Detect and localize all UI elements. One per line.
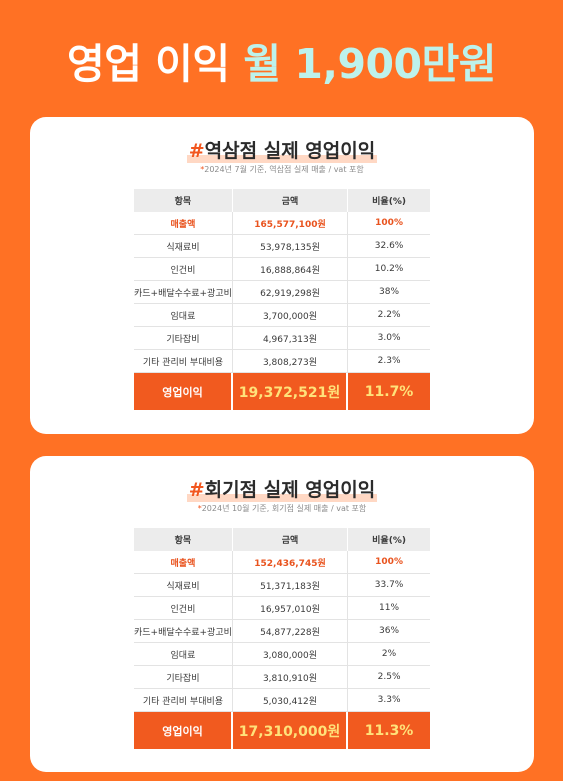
header-amount: 금액 [232,528,349,551]
row-amount: 3,080,000원 [232,643,349,666]
table-row: 식재료비 53,978,135원 32.6% [134,235,430,258]
table-row: 임대료 3,700,000원 2.2% [134,304,430,327]
row-ratio: 2.2% [348,304,430,327]
card-subtitle: *2024년 10월 기준, 회기점 실제 매출 / vat 포함 [30,503,534,514]
row-item: 인건비 [134,597,233,620]
hash-mark: # [188,479,205,501]
card-title-label: 역삼점 실제 영업이익 [204,140,376,162]
header-ratio: 비율(%) [348,528,430,551]
profit-table: 항목 금액 비율(%) 매출액 165,577,100원 100% 식재료비 5… [134,189,430,410]
row-item: 카드+배달수수료+광고비 [134,281,233,304]
row-amount: 5,030,412원 [232,689,349,712]
row-amount: 3,810,910원 [232,666,349,689]
headline-accent: 월 1,900만원 [243,40,497,88]
headline-prefix: 영업 이익 [66,40,230,88]
table-row: 기타 관리비 부대비용 3,808,273원 2.3% [134,350,430,373]
table-row: 매출액 152,436,745원 100% [134,551,430,574]
row-amount: 4,967,313원 [232,327,349,350]
store-card-hoegi: #회기점 실제 영업이익 *2024년 10월 기준, 회기점 실제 매출 / … [30,456,534,772]
total-amount: 19,372,521원 [232,373,349,410]
table-row: 임대료 3,080,000원 2% [134,643,430,666]
profit-table: 항목 금액 비율(%) 매출액 152,436,745원 100% 식재료비 5… [134,528,430,749]
store-card-yeoksam: #역삼점 실제 영업이익 *2024년 7월 기준, 역삼점 실제 매출 / v… [30,117,534,434]
row-amount: 54,877,228원 [232,620,349,643]
total-ratio: 11.7% [348,373,430,410]
row-amount: 16,888,864원 [232,258,349,281]
header-amount: 금액 [232,189,349,212]
card-title: #역삼점 실제 영업이익 [30,136,534,163]
table-row: 인건비 16,957,010원 11% [134,597,430,620]
row-item: 임대료 [134,304,233,327]
row-amount: 3,808,273원 [232,350,349,373]
row-ratio: 38% [348,281,430,304]
header-item: 항목 [134,189,233,212]
table-row: 식재료비 51,371,183원 33.7% [134,574,430,597]
total-label: 영업이익 [134,712,233,749]
row-ratio: 36% [348,620,430,643]
table-row: 카드+배달수수료+광고비 54,877,228원 36% [134,620,430,643]
total-row: 영업이익 17,310,000원 11.3% [134,712,430,749]
row-amount: 51,371,183원 [232,574,349,597]
table-row: 기타잡비 3,810,910원 2.5% [134,666,430,689]
card-subtitle: *2024년 7월 기준, 역삼점 실제 매출 / vat 포함 [30,164,534,175]
row-item: 매출액 [134,212,233,235]
row-item: 식재료비 [134,574,233,597]
row-item: 기타 관리비 부대비용 [134,689,233,712]
row-item: 식재료비 [134,235,233,258]
row-amount: 165,577,100원 [232,212,349,235]
row-ratio: 11% [348,597,430,620]
row-ratio: 10.2% [348,258,430,281]
row-amount: 62,919,298원 [232,281,349,304]
hash-mark: # [188,140,205,162]
asterisk-mark: * [197,504,202,513]
table-row: 기타잡비 4,967,313원 3.0% [134,327,430,350]
table-row: 인건비 16,888,864원 10.2% [134,258,430,281]
row-ratio: 32.6% [348,235,430,258]
row-item: 매출액 [134,551,233,574]
total-row: 영업이익 19,372,521원 11.7% [134,373,430,410]
row-ratio: 3.3% [348,689,430,712]
row-ratio: 100% [348,551,430,574]
table-row: 카드+배달수수료+광고비 62,919,298원 38% [134,281,430,304]
row-ratio: 100% [348,212,430,235]
table-header-row: 항목 금액 비율(%) [134,528,430,551]
total-label: 영업이익 [134,373,233,410]
table-row: 기타 관리비 부대비용 5,030,412원 3.3% [134,689,430,712]
total-amount: 17,310,000원 [232,712,349,749]
card-title: #회기점 실제 영업이익 [30,475,534,502]
row-item: 인건비 [134,258,233,281]
card-subtitle-text: 2024년 10월 기준, 회기점 실제 매출 / vat 포함 [201,504,367,513]
row-ratio: 2.5% [348,666,430,689]
row-ratio: 2% [348,643,430,666]
asterisk-mark: * [200,165,205,174]
card-title-text: #역삼점 실제 영업이익 [186,136,378,163]
header-ratio: 비율(%) [348,189,430,212]
row-item: 임대료 [134,643,233,666]
row-amount: 53,978,135원 [232,235,349,258]
headline: 영업 이익 월 1,900만원 [0,30,563,90]
row-ratio: 2.3% [348,350,430,373]
card-title-label: 회기점 실제 영업이익 [204,479,376,501]
row-item: 기타 관리비 부대비용 [134,350,233,373]
row-amount: 3,700,000원 [232,304,349,327]
table-row: 매출액 165,577,100원 100% [134,212,430,235]
row-item: 카드+배달수수료+광고비 [134,620,233,643]
row-ratio: 33.7% [348,574,430,597]
row-item: 기타잡비 [134,666,233,689]
row-amount: 152,436,745원 [232,551,349,574]
table-header-row: 항목 금액 비율(%) [134,189,430,212]
row-amount: 16,957,010원 [232,597,349,620]
card-title-text: #회기점 실제 영업이익 [186,475,378,502]
row-item: 기타잡비 [134,327,233,350]
card-subtitle-text: 2024년 7월 기준, 역삼점 실제 매출 / vat 포함 [204,165,364,174]
row-ratio: 3.0% [348,327,430,350]
header-item: 항목 [134,528,233,551]
total-ratio: 11.3% [348,712,430,749]
